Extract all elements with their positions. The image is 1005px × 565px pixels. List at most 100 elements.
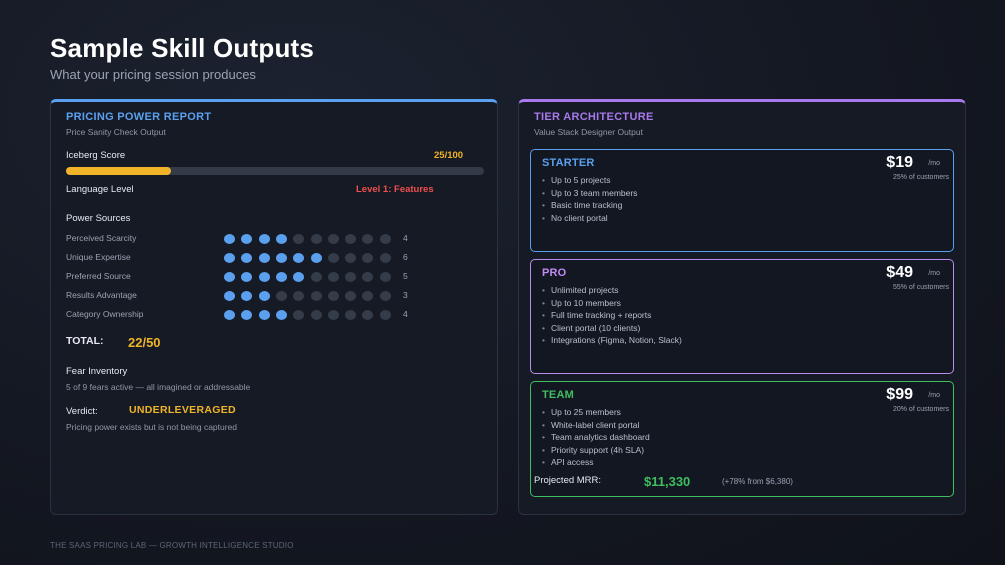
tier-feature-list: Unlimited projects Up to 10 members Full…: [542, 284, 682, 347]
rating-dot-filled: [275, 234, 287, 244]
pricing-power-report-subtitle: Price Sanity Check Output: [66, 127, 166, 137]
language-level-value: Level 1: Features: [356, 184, 434, 195]
tier-price-period: /mo: [928, 160, 940, 167]
pricing-power-report-title: PRICING POWER REPORT: [66, 111, 212, 123]
projected-mrr-value: $11,330: [644, 474, 691, 489]
rating-dot-empty: [327, 234, 339, 244]
rating-dot-empty: [362, 310, 374, 320]
tier-card-starter: STARTER $19 /mo 25% of customers Up to 5…: [530, 149, 954, 252]
tier-feature: Team analytics dashboard: [542, 431, 650, 444]
tier-feature: Up to 25 members: [542, 406, 650, 419]
rating-dot-empty: [293, 310, 305, 320]
total-label: TOTAL:: [66, 335, 104, 347]
tier-price: $49: [886, 264, 913, 281]
total-value: 22/50: [128, 335, 161, 350]
tier-price-period: /mo: [928, 392, 940, 399]
rating-dot-empty: [379, 291, 391, 301]
power-source-row: Preferred Source 5: [66, 271, 486, 283]
rating-dot-filled: [258, 272, 270, 282]
rating-dot-filled: [241, 234, 253, 244]
rating-dot-empty: [362, 291, 374, 301]
rating-dot-empty: [379, 234, 391, 244]
pricing-power-report-panel: PRICING POWER REPORT Price Sanity Check …: [50, 99, 498, 515]
rating-dot-empty: [345, 253, 357, 263]
verdict-value: UNDERLEVERAGED: [129, 404, 236, 416]
tier-name: PRO: [542, 267, 567, 279]
rating-dot-filled: [241, 253, 253, 263]
tier-customer-share: 20% of customers: [892, 406, 949, 413]
tier-feature: Up to 5 projects: [542, 174, 637, 187]
rating-dot-empty: [293, 291, 305, 301]
rating-dot-filled: [224, 291, 235, 301]
rating-dot-filled: [224, 272, 235, 282]
tier-price: $99: [886, 386, 913, 403]
iceberg-score-label: Iceberg Score: [66, 150, 126, 161]
tier-price-period: /mo: [928, 270, 940, 277]
tier-name: TEAM: [542, 389, 574, 401]
tier-card-pro: PRO $49 /mo 55% of customers Unlimited p…: [530, 259, 954, 374]
rating-dot-empty: [379, 253, 391, 263]
power-source-score: 4: [403, 309, 408, 319]
tier-feature: Full time tracking + reports: [542, 309, 682, 322]
tier-customer-share: 55% of customers: [892, 284, 949, 291]
power-source-name: Results Advantage: [66, 290, 137, 300]
rating-dot-filled: [258, 234, 270, 244]
rating-dot-empty: [327, 272, 339, 282]
tier-feature-list: Up to 5 projects Up to 3 team members Ba…: [542, 174, 637, 224]
tier-feature: Up to 10 members: [542, 297, 682, 310]
power-source-row: Perceived Scarcity 4: [66, 233, 486, 245]
rating-dot-filled: [258, 253, 270, 263]
tier-name: STARTER: [542, 157, 595, 169]
fear-inventory-text: 5 of 9 fears active — all imagined or ad…: [66, 382, 251, 392]
page-subtitle: What your pricing session produces: [50, 67, 256, 82]
rating-dot-filled: [293, 253, 305, 263]
rating-dot-filled: [310, 253, 322, 263]
rating-dot-empty: [310, 272, 322, 282]
rating-dot-filled: [224, 234, 235, 244]
iceberg-score-value: 25/100: [434, 150, 464, 161]
rating-dot-filled: [258, 310, 270, 320]
power-source-row: Category Ownership 4: [66, 309, 486, 321]
rating-dot-empty: [362, 253, 374, 263]
tier-price: $19: [886, 154, 913, 171]
tier-card-team: TEAM $99 /mo 20% of customers Up to 25 m…: [530, 381, 954, 497]
power-source-name: Category Ownership: [66, 309, 144, 319]
tier-feature: Unlimited projects: [542, 284, 682, 297]
rating-dot-empty: [293, 234, 305, 244]
rating-dot-empty: [362, 272, 374, 282]
verdict-label: Verdict:: [66, 406, 98, 417]
iceberg-score-bar: [66, 167, 484, 175]
power-source-score: 6: [403, 252, 408, 262]
rating-dot-filled: [293, 272, 305, 282]
power-source-name: Perceived Scarcity: [66, 233, 137, 243]
rating-dot-filled: [224, 310, 235, 320]
projected-mrr-delta: (+78% from $6,380): [722, 477, 793, 486]
tier-feature: White-label client portal: [542, 419, 650, 432]
rating-dot-empty: [379, 310, 391, 320]
rating-dot-filled: [275, 272, 287, 282]
rating-dot-empty: [327, 310, 339, 320]
tier-feature: API access: [542, 456, 650, 469]
rating-dot-empty: [310, 310, 322, 320]
power-source-score: 3: [403, 290, 408, 300]
rating-dot-empty: [327, 253, 339, 263]
rating-dot-empty: [327, 291, 339, 301]
rating-dot-empty: [345, 291, 357, 301]
rating-dot-empty: [310, 234, 322, 244]
rating-dot-filled: [241, 272, 253, 282]
tier-architecture-panel: TIER ARCHITECTURE Value Stack Designer O…: [518, 99, 966, 515]
power-sources-heading: Power Sources: [66, 213, 131, 224]
power-source-score: 5: [403, 271, 408, 281]
rating-dot-empty: [310, 291, 322, 301]
rating-dot-filled: [258, 291, 270, 301]
rating-dot-filled: [224, 253, 235, 263]
tier-feature: Basic time tracking: [542, 199, 637, 212]
tier-feature: Integrations (Figma, Notion, Slack): [542, 334, 682, 347]
verdict-note: Pricing power exists but is not being ca…: [66, 422, 238, 432]
rating-dot-empty: [345, 310, 357, 320]
rating-dot-filled: [241, 291, 253, 301]
tier-architecture-title: TIER ARCHITECTURE: [534, 111, 654, 123]
rating-dot-empty: [345, 272, 357, 282]
tier-feature-list: Up to 25 members White-label client port…: [542, 406, 650, 469]
tier-feature: Priority support (4h SLA): [542, 444, 650, 457]
